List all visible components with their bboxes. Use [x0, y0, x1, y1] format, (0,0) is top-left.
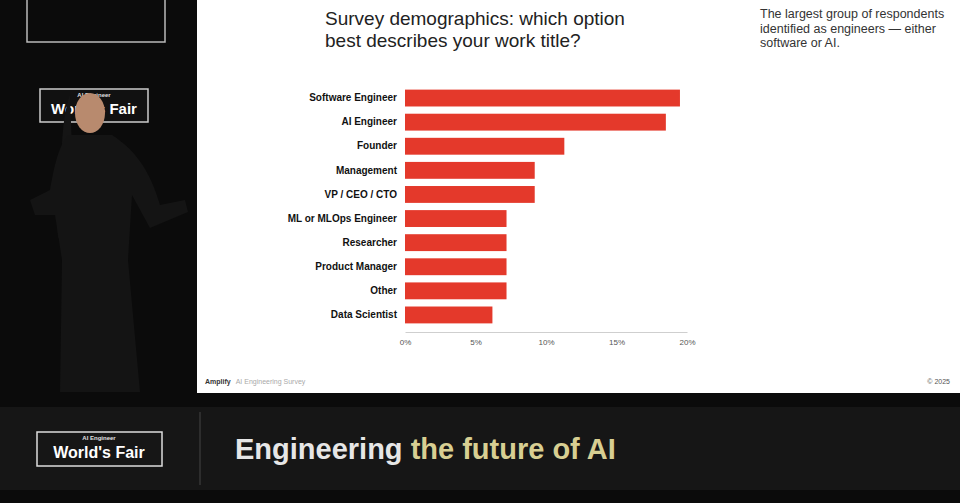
- source: Amplify: [205, 378, 231, 386]
- banner-divider: [200, 412, 201, 485]
- bar: [405, 90, 680, 107]
- bar: [405, 162, 535, 179]
- x-tick-label: 5%: [470, 338, 482, 347]
- text-line: The largest group of respondents: [760, 7, 944, 21]
- y-tick: ML or MLOps Engineer: [288, 213, 397, 224]
- x-tick: 0%: [400, 332, 412, 347]
- x-tick: 5%: [470, 332, 482, 347]
- y-tick: Management: [336, 165, 398, 176]
- category-label: ML or MLOps Engineer: [288, 213, 397, 224]
- y-tick: Researcher: [343, 237, 398, 248]
- speaker-head: [75, 93, 105, 133]
- chart-title: Survey demographics: which optionbest de…: [325, 8, 625, 51]
- tagline-part: Engineering: [235, 433, 403, 465]
- bar: [405, 186, 535, 203]
- text-line: identified as engineers — either: [760, 22, 936, 36]
- bar: [405, 258, 507, 275]
- stage-background: [0, 0, 960, 503]
- source-note: AI Engineering Survey: [236, 378, 306, 386]
- category-label: Researcher: [343, 237, 398, 248]
- copyright: © 2025: [927, 378, 950, 385]
- slide: Survey demographics: which optionbest de…: [197, 0, 960, 393]
- category-label: Software Engineer: [309, 92, 397, 103]
- screen: AI Engineer World's Fair Survey demographi…: [0, 0, 960, 503]
- bar: [405, 114, 666, 131]
- y-tick: AI Engineer: [341, 116, 397, 127]
- y-axis: Software Engineer AI Engineer Founder Manag…: [288, 92, 398, 320]
- x-tick-label: 0%: [400, 338, 412, 347]
- category-label: Founder: [357, 140, 397, 151]
- speaker: [30, 93, 188, 392]
- bar: [405, 138, 564, 155]
- tagline-part: the future of AI: [403, 433, 616, 465]
- bar: [405, 234, 507, 251]
- y-tick: VP / CEO / CTO: [325, 189, 398, 200]
- x-tick-label: 10%: [538, 338, 554, 347]
- category-label: Data Scientist: [331, 309, 398, 320]
- x-tick-label: 15%: [609, 338, 625, 347]
- category-label: Management: [336, 165, 398, 176]
- bar: [405, 307, 492, 324]
- category-label: VP / CEO / CTO: [325, 189, 398, 200]
- y-tick: Data Scientist: [331, 309, 398, 320]
- slide-background: [197, 0, 960, 393]
- x-axis: 0% 5% 10% 15% 20%: [400, 332, 696, 347]
- x-tick: 20%: [679, 332, 695, 347]
- category-label: AI Engineer: [341, 116, 397, 127]
- x-axis-line: [406, 332, 688, 333]
- bar: [405, 210, 507, 227]
- text-line: Survey demographics: which option: [325, 8, 625, 29]
- x-tick-label: 20%: [679, 338, 695, 347]
- category-label: Product Manager: [315, 261, 397, 272]
- logo-frame-top: [27, 0, 165, 42]
- banner-logo-frame: [37, 432, 162, 466]
- bars: [405, 90, 680, 324]
- text-line: best describes your work title?: [325, 30, 581, 51]
- banner: AI Engineer World's Fair Engineering the f…: [0, 407, 960, 490]
- speaker-body: [30, 135, 188, 392]
- x-tick: 15%: [609, 332, 625, 347]
- y-tick: Other: [370, 285, 397, 296]
- text-line: software or AI.: [760, 36, 840, 50]
- x-tick: 10%: [538, 332, 554, 347]
- banner-logo-small: AI Engineer: [82, 435, 116, 441]
- y-tick: Product Manager: [315, 261, 397, 272]
- banner-logo: World's Fair: [53, 444, 145, 461]
- category-label: Other: [370, 285, 397, 296]
- bar: [405, 282, 507, 299]
- banner-background: [0, 407, 960, 490]
- y-tick: Software Engineer: [309, 92, 397, 103]
- y-tick: Founder: [357, 140, 397, 151]
- tagline: Engineering the future of AI: [235, 433, 616, 465]
- annotation: The largest group of respondentsidentifi…: [760, 7, 944, 50]
